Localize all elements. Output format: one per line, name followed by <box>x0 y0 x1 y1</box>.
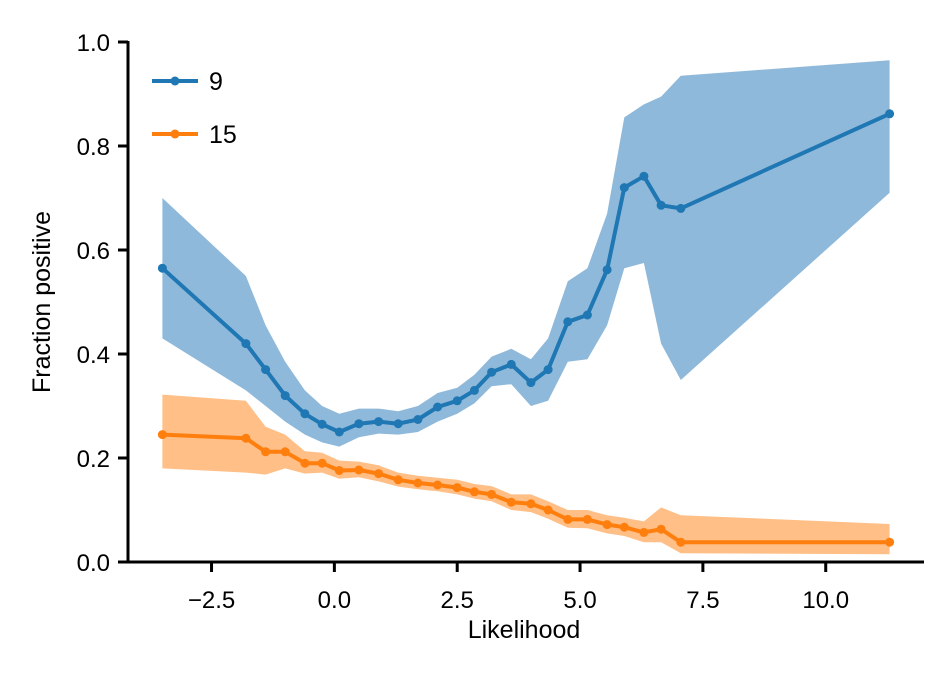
series-9-point <box>280 391 290 401</box>
series-15-point <box>563 514 573 524</box>
series-15-point <box>280 447 290 457</box>
series-15-point <box>317 458 327 468</box>
y-tick-label: 1.0 <box>77 30 110 57</box>
y-tick-label: 0.6 <box>77 238 110 265</box>
x-tick-label: 10.0 <box>802 587 849 614</box>
x-tick-label: 2.5 <box>441 587 474 614</box>
series-9-point <box>354 419 364 429</box>
series-points <box>157 109 895 547</box>
series-9-point <box>487 367 497 377</box>
series-15-point <box>487 489 497 499</box>
y-tick-label: 0.8 <box>77 134 110 161</box>
x-tick-label: 5.0 <box>563 587 596 614</box>
series-9-point <box>526 378 536 388</box>
legend-label-9: 9 <box>209 68 223 96</box>
series-15-point <box>157 430 167 440</box>
series-15-point <box>639 527 649 537</box>
legend-marker-9 <box>170 76 180 86</box>
series-9-point <box>413 415 423 424</box>
series-15-point <box>374 469 384 479</box>
series-15-point <box>676 537 686 547</box>
series-15-point <box>452 483 462 493</box>
series-9-point <box>433 402 443 412</box>
series-15-point <box>602 520 612 530</box>
y-axis-label: Fraction positive <box>28 211 56 393</box>
series-15-point <box>354 465 364 475</box>
series-9-point <box>543 365 553 375</box>
x-tick-label: −2.5 <box>188 587 235 614</box>
series-9-point <box>300 409 310 419</box>
legend: 9 15 <box>152 68 237 149</box>
legend-marker-15 <box>170 129 180 139</box>
series-15-point <box>300 458 310 468</box>
series-9-point <box>885 109 895 119</box>
series-9-point <box>676 203 686 213</box>
legend-label-15: 15 <box>209 121 237 149</box>
x-tick-label: 0.0 <box>318 587 351 614</box>
axes: −2.5 0.0 2.5 5.0 7.5 10.0 0.0 0.2 0.4 0.6 0.8 1.0 <box>77 30 924 614</box>
series-15-point <box>433 480 443 490</box>
series-15-point <box>469 487 479 497</box>
series-9-point <box>317 419 327 429</box>
series-15-band <box>162 394 890 555</box>
confidence-bands <box>162 60 890 555</box>
series-9-point <box>619 183 629 193</box>
series-9-point <box>241 339 251 349</box>
series-15-point <box>393 475 403 485</box>
series-15-point <box>506 497 516 507</box>
series-9-band <box>162 60 890 447</box>
series-15-point <box>656 524 666 534</box>
series-15-point <box>526 499 536 509</box>
y-tick-label: 0.4 <box>77 342 110 369</box>
series-9-point <box>452 396 462 406</box>
y-tick-label: 0.2 <box>77 446 110 473</box>
series-9-point <box>582 310 592 320</box>
series-9-point <box>563 317 573 327</box>
series-9-point <box>656 200 666 210</box>
series-15-point <box>619 522 629 532</box>
series-15-point <box>885 537 895 547</box>
series-9-point <box>506 359 516 369</box>
series-9-point <box>374 417 384 427</box>
series-15-point <box>582 514 592 524</box>
series-15-point <box>543 505 553 515</box>
series-15-point <box>334 466 344 475</box>
series-9-point <box>469 385 479 395</box>
series-15-point <box>413 478 423 488</box>
series-15-point <box>241 433 251 443</box>
x-axis-label: Likelihood <box>468 616 581 644</box>
x-tick-label: 7.5 <box>686 587 719 614</box>
series-15-point <box>261 447 271 457</box>
y-tick-label: 0.0 <box>77 550 110 577</box>
series-9-point <box>393 419 403 429</box>
series-9-point <box>261 365 271 375</box>
series-9-point <box>602 265 612 275</box>
series-9-point <box>334 427 344 437</box>
series-9-point <box>639 171 649 181</box>
series-9-point <box>157 263 167 273</box>
